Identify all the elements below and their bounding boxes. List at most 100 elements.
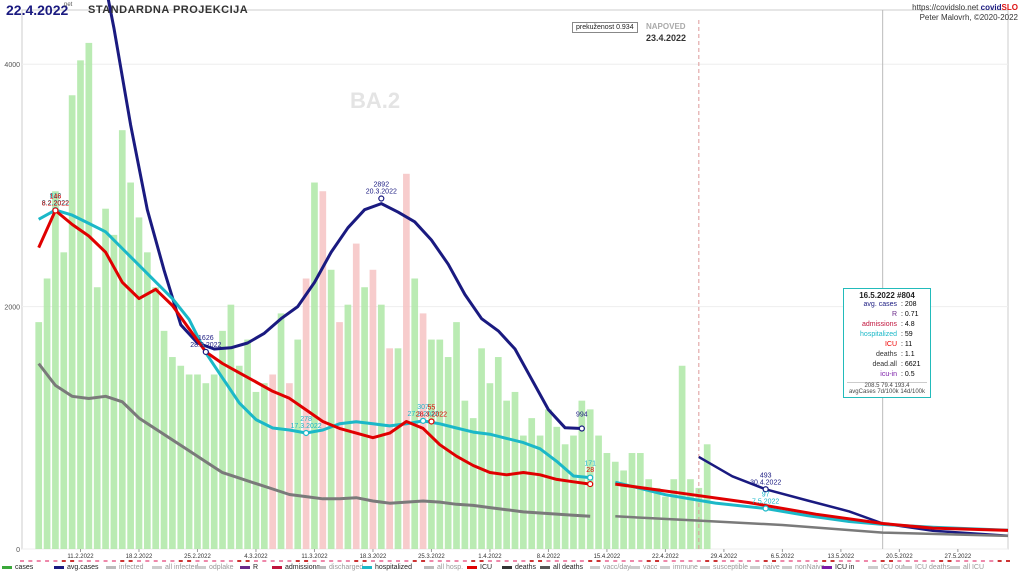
- legend-item[interactable]: ICU in: [822, 564, 854, 571]
- case-bar: [377, 304, 385, 549]
- legend-item[interactable]: hospitalized: [362, 564, 412, 571]
- case-bar: [486, 383, 494, 549]
- x-tick-label: 18.2.2022: [126, 554, 153, 560]
- legend-swatch: [540, 565, 550, 569]
- forecast-label: NAPOVED: [646, 22, 686, 31]
- legend-item[interactable]: infected: [106, 564, 144, 571]
- site-link[interactable]: https://covidslo.net: [912, 3, 979, 12]
- info-row: R: 0.71: [847, 310, 927, 320]
- weekday-strip: [613, 560, 618, 562]
- data-label: 55: [428, 404, 436, 411]
- legend-swatch: [272, 565, 282, 569]
- case-bar: [453, 322, 460, 549]
- case-bar: [620, 470, 627, 549]
- weekday-strip: [320, 560, 325, 562]
- legend-label: ICU in: [835, 564, 855, 571]
- info-row: dead.all: 6621: [847, 360, 927, 370]
- y-tick-label: 0: [16, 547, 20, 554]
- legend-item[interactable]: discharged: [316, 564, 363, 571]
- site-credit[interactable]: https://covidslo.net covidSLO: [912, 3, 1018, 12]
- forecast-date: 23.4.2022: [646, 33, 687, 43]
- legend-item[interactable]: deaths: [502, 564, 536, 571]
- legend-item[interactable]: naive: [750, 564, 780, 571]
- report-weekday: pet: [64, 2, 73, 8]
- weekday-strip: [863, 560, 868, 562]
- weekday-strip: [479, 560, 484, 562]
- case-bar: [219, 330, 226, 549]
- legend-item[interactable]: all ICU: [950, 564, 984, 571]
- info-row-value: : 0.5: [901, 371, 915, 378]
- weekday-strip: [922, 560, 927, 562]
- weekday-strip: [563, 560, 568, 562]
- case-bar: [369, 269, 377, 549]
- legend-item[interactable]: R: [240, 564, 258, 571]
- legend-label: immune: [673, 564, 698, 571]
- weekday-strip: [897, 560, 902, 562]
- data-label: 30.4.2022: [750, 479, 781, 486]
- weekday-strip: [496, 560, 501, 562]
- weekday-strip: [287, 560, 292, 562]
- case-bar: [511, 391, 519, 549]
- weekday-strip: [788, 560, 793, 562]
- weekday-strip: [136, 560, 141, 562]
- weekday-strip: [930, 560, 935, 562]
- case-bar: [294, 339, 302, 549]
- legend-item[interactable]: avg.cases: [54, 564, 99, 571]
- case-bar: [77, 60, 84, 550]
- weekday-strip: [655, 560, 660, 562]
- legend-item[interactable]: all hosp.: [424, 564, 463, 571]
- case-bar: [152, 287, 160, 549]
- weekday-strip: [178, 560, 183, 562]
- data-label: 812: [50, 193, 62, 200]
- watermark: BA.2: [350, 88, 400, 113]
- annotation-marker: [419, 417, 427, 424]
- data-label: 27.3.2022: [408, 411, 439, 418]
- case-bar: [611, 461, 619, 549]
- weekday-strip: [797, 560, 802, 562]
- x-tick-label: 18.3.2022: [360, 554, 387, 560]
- case-bar: [545, 409, 552, 549]
- data-label: 278: [300, 416, 312, 423]
- legend-item[interactable]: cases: [2, 564, 33, 571]
- weekday-strip: [772, 560, 777, 562]
- legend-item[interactable]: susceptible: [700, 564, 748, 571]
- legend-item[interactable]: immune: [660, 564, 698, 571]
- legend-item[interactable]: ICU: [467, 564, 492, 571]
- legend-label: all ICU: [963, 564, 985, 571]
- weekday-strip: [571, 560, 576, 562]
- legend-item[interactable]: vacc/day: [590, 564, 631, 571]
- legend-swatch: [106, 565, 116, 569]
- case-bar: [68, 95, 76, 550]
- case-bar: [428, 339, 435, 549]
- legend-swatch: [424, 565, 434, 569]
- legend-item[interactable]: ICU deaths: [902, 564, 950, 571]
- weekday-strip: [638, 560, 643, 562]
- legend-item[interactable]: ICU out: [868, 564, 905, 571]
- legend-item[interactable]: admissions: [272, 564, 320, 571]
- case-bar: [419, 313, 427, 549]
- case-bar: [302, 278, 310, 549]
- legend-item[interactable]: nonNaive: [782, 564, 825, 571]
- legend-item[interactable]: all deaths: [540, 564, 583, 571]
- info-row-value: : 0.71: [901, 311, 919, 318]
- x-tick-label: 22.4.2022: [652, 554, 679, 560]
- legend-label: ICU deaths: [915, 564, 951, 571]
- weekday-strip: [955, 560, 960, 562]
- info-row-key: hospitalized: [860, 331, 897, 338]
- case-bar: [43, 278, 51, 549]
- chart-title: STANDARDNA PROJEKCIJA: [88, 4, 249, 16]
- case-bar: [344, 304, 352, 549]
- case-bar: [561, 444, 569, 549]
- legend-item[interactable]: vacc: [630, 564, 657, 571]
- legend-swatch: [660, 565, 670, 569]
- legend-item[interactable]: all infected: [152, 564, 198, 571]
- info-row-key: admissions: [861, 321, 897, 328]
- data-label: 20.3.2022: [366, 189, 397, 196]
- case-bar: [553, 426, 561, 549]
- legend-item[interactable]: odplake: [196, 564, 234, 571]
- case-bar: [386, 348, 394, 549]
- weekday-strip: [20, 560, 24, 562]
- legend-label: odplake: [209, 564, 234, 571]
- info-foot-labels: avgCases 7d/100k 14d/100k: [848, 389, 926, 395]
- info-row-value: : 11: [901, 341, 913, 348]
